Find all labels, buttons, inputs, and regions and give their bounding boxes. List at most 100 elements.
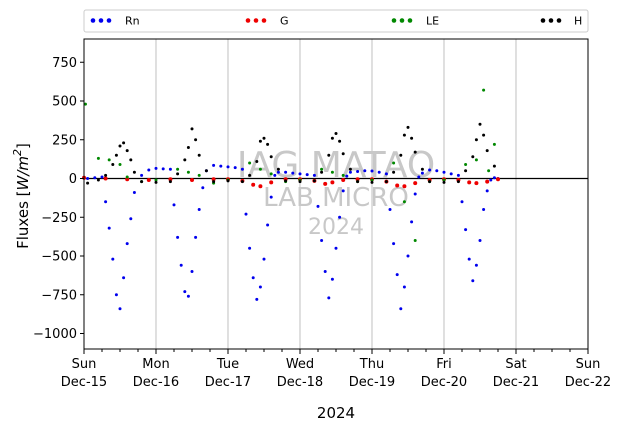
point-LE-28 xyxy=(474,158,478,162)
point-Rn-59 xyxy=(370,169,374,173)
point-Rn-3 xyxy=(104,200,108,204)
y-axis-title: Fluxes [W/m2] xyxy=(11,143,32,249)
point-LE-8 xyxy=(186,170,190,174)
x-tick-label-date-0: Dec-15 xyxy=(61,375,107,390)
y-axis-title-exp: 2 xyxy=(11,149,24,156)
point-Rn-39 xyxy=(269,195,273,199)
point-H-31 xyxy=(298,180,302,184)
legend-label-G: G xyxy=(280,15,289,28)
point-Rn-58 xyxy=(363,169,367,173)
point-H-38 xyxy=(341,152,345,156)
legend-marker-H xyxy=(540,18,546,23)
point-H-44 xyxy=(399,153,403,157)
point-H-2 xyxy=(104,173,108,177)
point-Rn-41 xyxy=(276,170,280,174)
series-H xyxy=(86,122,496,185)
y-tick-label-4: 0 xyxy=(69,172,77,187)
legend-marker-Rn xyxy=(106,18,112,23)
legend-marker-LE xyxy=(391,18,397,23)
legend-label-LE: LE xyxy=(426,15,439,28)
point-Rn-16 xyxy=(168,167,172,171)
point-H-33 xyxy=(320,170,324,174)
x-tick-label-date-6: Dec-21 xyxy=(493,375,539,390)
point-Rn-54 xyxy=(341,189,345,193)
point-H-51 xyxy=(442,180,446,184)
point-LE-7 xyxy=(176,167,180,171)
point-G-15 xyxy=(323,181,328,186)
point-Rn-4 xyxy=(107,226,111,230)
point-Rn-34 xyxy=(251,276,255,280)
point-H-40 xyxy=(356,180,360,184)
point-Rn-35 xyxy=(255,297,259,301)
point-LE-21 xyxy=(370,178,374,182)
point-Rn-69 xyxy=(413,192,417,196)
point-H-17 xyxy=(194,138,198,142)
point-Rn-36 xyxy=(258,285,262,289)
point-H-55 xyxy=(474,138,478,142)
point-LE-4 xyxy=(125,175,129,179)
point-Rn-67 xyxy=(406,254,410,258)
x-tick-label-date-3: Dec-18 xyxy=(277,375,323,390)
point-Rn-2 xyxy=(100,175,104,179)
y-tick-label-5: 250 xyxy=(52,133,77,148)
point-Rn-80 xyxy=(471,279,475,283)
point-Rn-32 xyxy=(244,212,248,216)
point-LE-22 xyxy=(392,161,396,165)
point-LE-12 xyxy=(248,161,252,165)
x-tick-label-day-0: Sun xyxy=(72,357,97,372)
point-H-45 xyxy=(402,133,406,137)
point-LE-26 xyxy=(442,178,446,182)
point-Rn-57 xyxy=(356,170,360,174)
point-LE-3 xyxy=(118,163,122,167)
point-G-3 xyxy=(146,178,151,183)
legend-marker-G xyxy=(245,18,251,23)
point-Rn-56 xyxy=(348,170,352,174)
point-H-14 xyxy=(183,158,187,162)
point-Rn-81 xyxy=(474,263,478,267)
point-H-6 xyxy=(122,141,126,145)
point-Rn-72 xyxy=(428,168,432,172)
point-G-10 xyxy=(258,184,263,189)
x-tick-label-day-1: Mon xyxy=(142,357,169,372)
point-Rn-68 xyxy=(410,220,414,224)
point-Rn-79 xyxy=(467,257,471,261)
point-G-11 xyxy=(269,180,274,185)
point-Rn-11 xyxy=(132,190,136,194)
data-points xyxy=(82,88,500,311)
y-axis-title-main: Fluxes [ xyxy=(14,190,32,248)
point-Rn-25 xyxy=(201,186,205,190)
point-H-28 xyxy=(269,155,273,159)
point-LE-1 xyxy=(96,156,100,160)
point-Rn-78 xyxy=(464,228,468,232)
watermark-line-2: LAB MICRO xyxy=(263,183,409,213)
point-Rn-1 xyxy=(93,176,97,180)
point-H-16 xyxy=(190,127,194,131)
point-Rn-21 xyxy=(186,294,190,298)
point-H-26 xyxy=(262,136,266,140)
point-G-27 xyxy=(467,180,472,185)
point-G-28 xyxy=(474,181,479,186)
point-H-56 xyxy=(478,122,482,126)
point-H-8 xyxy=(129,158,133,162)
legend-marker-Rn xyxy=(90,18,96,23)
point-Rn-28 xyxy=(219,164,223,168)
y-axis-title-close: ] xyxy=(14,143,32,149)
point-H-27 xyxy=(266,142,270,146)
watermark-line-1: IAG MATAO xyxy=(237,145,435,186)
legend-marker-G xyxy=(253,18,259,23)
point-H-20 xyxy=(212,180,216,184)
point-Rn-51 xyxy=(330,277,334,281)
point-H-43 xyxy=(392,170,396,174)
point-LE-23 xyxy=(402,200,406,204)
point-Rn-70 xyxy=(417,175,421,179)
point-LE-6 xyxy=(154,178,158,182)
point-Rn-52 xyxy=(334,246,338,250)
point-H-39 xyxy=(348,167,352,171)
y-tick-label-1: −750 xyxy=(41,288,77,303)
point-H-36 xyxy=(334,132,338,136)
point-H-59 xyxy=(492,164,496,168)
legend-label-Rn: Rn xyxy=(125,15,140,28)
point-Rn-73 xyxy=(435,169,439,173)
point-Rn-48 xyxy=(320,239,324,242)
point-H-18 xyxy=(197,153,201,157)
